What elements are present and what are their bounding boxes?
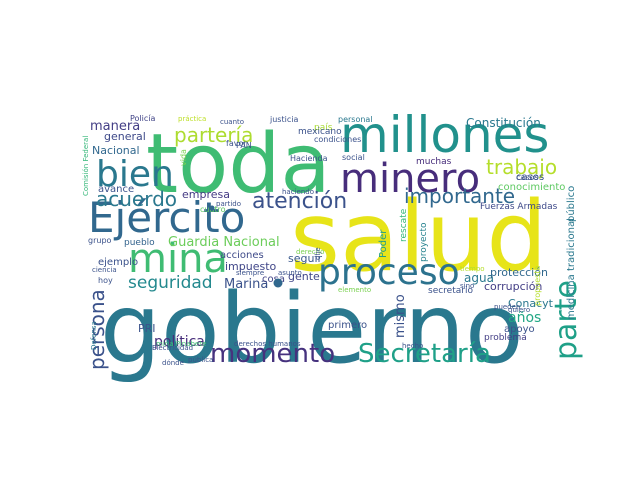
word-56: Policía (130, 114, 156, 123)
word-20: Guardia Nacional (168, 235, 280, 250)
word-5: minero (340, 156, 480, 202)
word-74: hoy (98, 276, 113, 285)
word-52: muchas (416, 157, 452, 167)
word-35: cosa (262, 274, 285, 285)
word-83: asunto (278, 269, 302, 277)
word-89: tiempo (460, 265, 485, 273)
word-7: proceso (318, 252, 460, 293)
word-21: Constitución (466, 116, 541, 130)
word-73: grupo (88, 236, 112, 245)
word-82: siempre (236, 269, 264, 277)
word-38: mismo (393, 294, 408, 338)
word-80: dónde (162, 359, 184, 367)
word-45: Conacyt (508, 297, 554, 310)
word-69: partido (216, 200, 241, 208)
word-9: Secretaría (358, 339, 491, 369)
word-59: justicia (269, 115, 298, 124)
dot-mark-1 (209, 205, 215, 211)
word-71: vida (179, 149, 188, 166)
word-58: cuanto (220, 118, 244, 126)
word-84: derecho (296, 248, 324, 256)
word-23: manera (90, 119, 140, 134)
word-47: apoyo (504, 324, 535, 335)
word-31: Marina (224, 277, 268, 292)
word-37: seguir (288, 252, 323, 265)
dot-mark-2 (273, 278, 283, 288)
word-78: mina Pinabete (156, 340, 206, 348)
word-32: PRI (138, 322, 156, 335)
word-61: personal (338, 115, 373, 124)
word-49: medicina tradicional (566, 218, 577, 320)
word-12: parte (549, 280, 584, 360)
word-11: bien (96, 154, 174, 195)
word-77: Electricidad (152, 344, 193, 352)
word-57: práctica (178, 115, 206, 123)
word-13: atención (252, 189, 347, 214)
word-29: impuesto (225, 260, 277, 273)
word-14: importante (404, 184, 515, 208)
word-85: dije (314, 247, 322, 260)
word-75: ciencia (92, 266, 117, 274)
word-90: quiero (508, 306, 530, 314)
word-41: rescate (399, 208, 409, 242)
word-86: elemento (338, 286, 371, 294)
word-79: derechos humanos (234, 340, 301, 348)
word-10: momento (210, 339, 335, 369)
word-87: hecho (402, 342, 423, 350)
word-93: casos (516, 173, 539, 182)
word-67: social (342, 153, 365, 162)
word-64: favor (226, 139, 247, 148)
word-88: sino (460, 282, 474, 290)
word-27: conocimiento (498, 182, 565, 193)
word-72: Comisión Federal (82, 136, 90, 196)
word-46: años (508, 310, 541, 326)
word-15: acuerdo (96, 187, 177, 211)
word-16: trabajo (486, 155, 557, 179)
word-33: ejemplo (98, 257, 138, 268)
word-24: general (104, 130, 146, 143)
word-42: agua (464, 271, 494, 285)
word-54: primero (328, 320, 367, 331)
word-39: Poder (378, 229, 389, 258)
word-30: acciones (220, 250, 264, 261)
word-40: proyecto (419, 222, 429, 262)
word-62: mexicano (298, 127, 342, 137)
word-18: seguridad (128, 273, 213, 293)
word-26: avance (98, 184, 134, 195)
word-68: haciendo (282, 188, 314, 196)
word-55: secretario (428, 286, 473, 296)
word-44: corrupción (484, 280, 542, 293)
word-1: gobierno (100, 273, 524, 385)
word-92: propuesta (533, 266, 542, 306)
word-91: pueden (494, 303, 520, 311)
word-28: política (154, 334, 205, 350)
word-66: Hacienda (290, 154, 328, 163)
word-19: persona (85, 289, 109, 370)
word-25: Nacional (92, 144, 140, 157)
word-36: gente (288, 270, 320, 283)
word-60: país (314, 123, 333, 133)
word-22: empresa (182, 188, 230, 201)
word-76: Defensa (90, 321, 98, 350)
word-4: millones (340, 106, 549, 164)
word-8: mina (128, 236, 228, 282)
word-63: condiciones (314, 135, 361, 144)
word-51: casos (516, 172, 544, 183)
word-2: salud (290, 181, 547, 293)
word-65: PAN (236, 141, 252, 150)
word-3: toda (146, 117, 331, 212)
word-50: público (565, 186, 577, 222)
word-43: protección (490, 266, 548, 279)
word-17: partería (174, 123, 253, 147)
word-53: Fuerzas Armadas (480, 202, 558, 212)
word-6: Ejército (88, 193, 245, 242)
word-81: pública (188, 356, 213, 364)
word-48: problema (484, 333, 527, 343)
word-34: pueblo (124, 238, 155, 248)
